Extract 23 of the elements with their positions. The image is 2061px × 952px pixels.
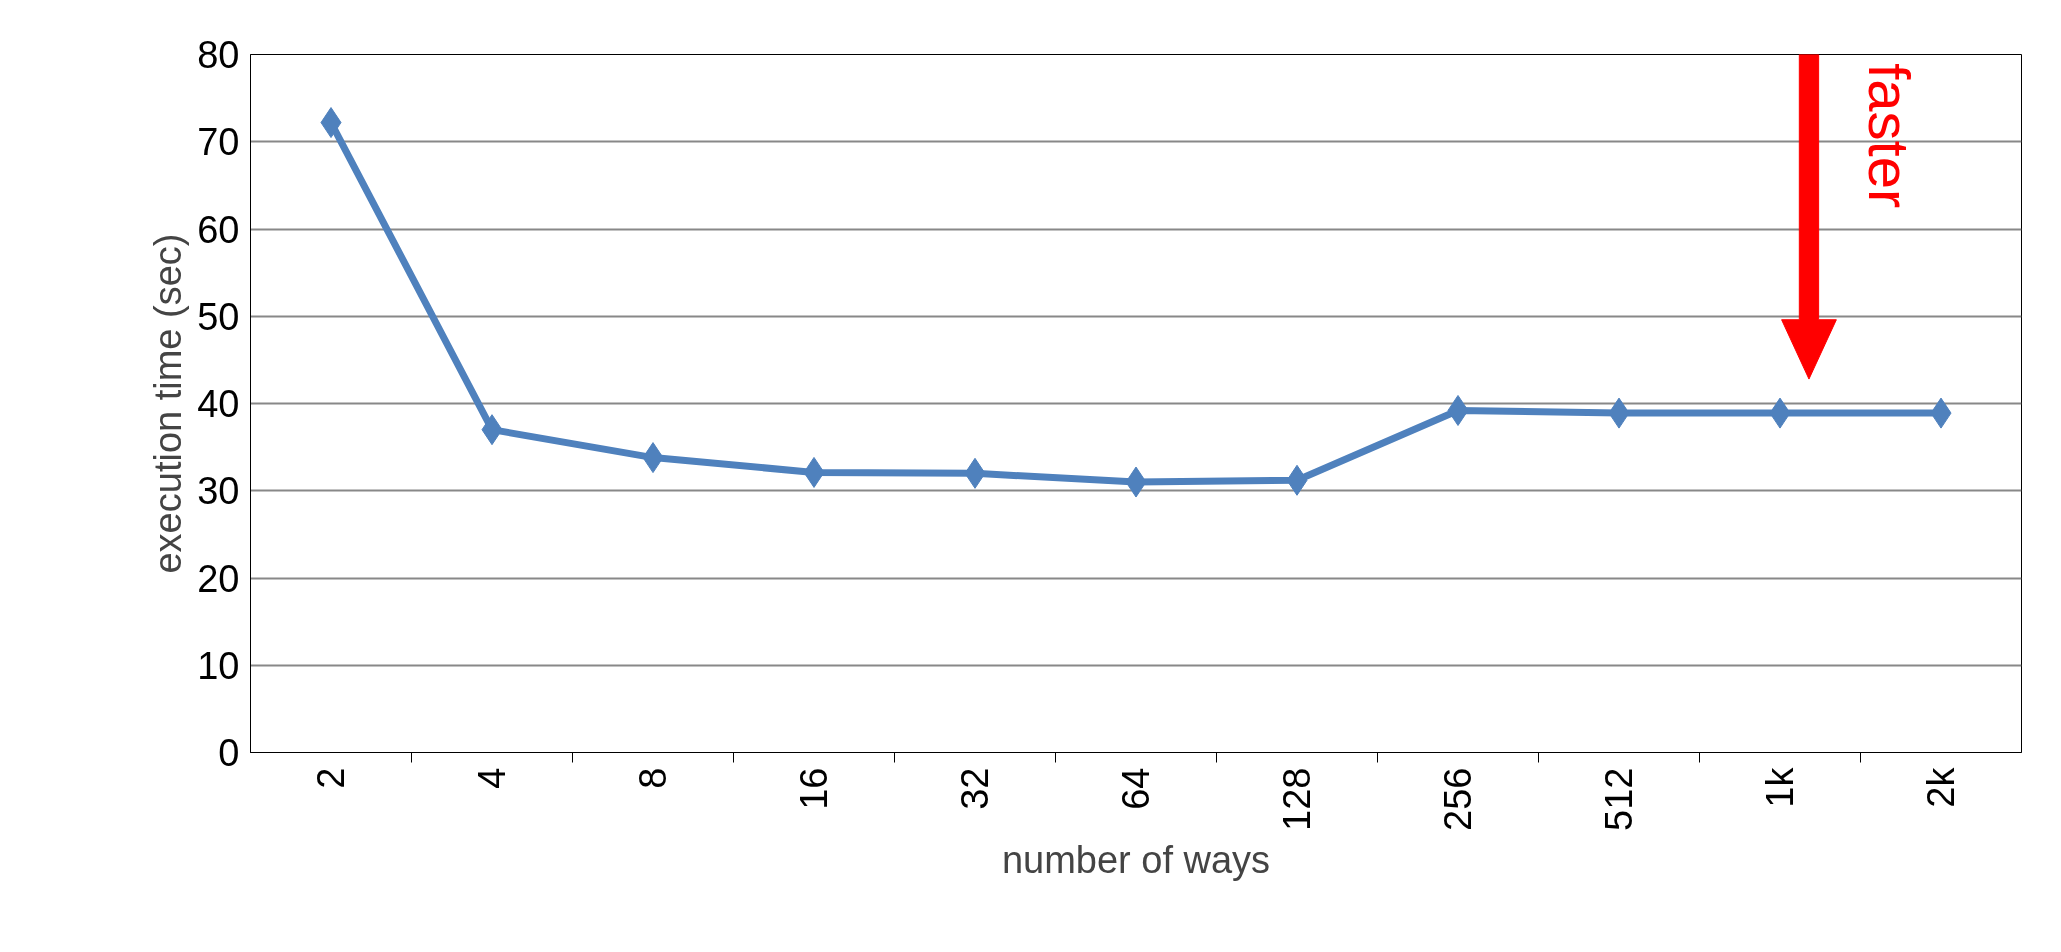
x-tick-label: 512 [1598,767,1640,831]
x-tick-label: 2k [1920,766,1962,808]
y-tick-label: 30 [197,470,240,513]
x-tick-label: 32 [954,767,996,810]
x-tick-label: 8 [632,767,674,789]
x-axis-title: number of ways [1001,838,1271,881]
y-tick-label: 80 [197,34,240,76]
y-tick-label: 50 [197,295,240,338]
x-tick-label: 128 [1276,767,1318,831]
y-tick-label: 60 [197,208,240,251]
y-tick-label: 0 [218,732,240,774]
x-tick-label: 256 [1437,767,1479,831]
y-tick-label: 70 [197,121,240,164]
x-tick-label: 1k [1759,766,1801,808]
y-tick-label: 40 [197,383,240,425]
y-tick-label: 10 [197,644,240,687]
x-tick-label: 4 [471,767,513,789]
annotation: faster [1856,63,1922,209]
x-tick-label: 64 [1115,767,1157,810]
x-tick-label: 16 [793,767,835,810]
y-tick-label: 20 [197,557,240,600]
y-axis-title: execution time (sec) [147,233,190,574]
x-tick-label: 2 [310,767,352,789]
